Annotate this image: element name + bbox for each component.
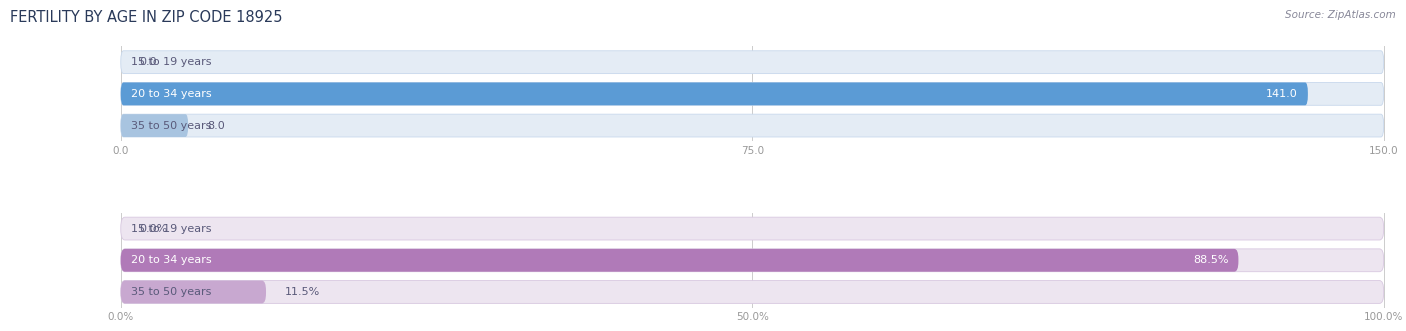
Text: Source: ZipAtlas.com: Source: ZipAtlas.com [1285,10,1396,20]
Text: 20 to 34 years: 20 to 34 years [131,89,211,99]
Text: 35 to 50 years: 35 to 50 years [131,287,211,297]
Text: FERTILITY BY AGE IN ZIP CODE 18925: FERTILITY BY AGE IN ZIP CODE 18925 [10,10,283,25]
Text: 20 to 34 years: 20 to 34 years [131,255,211,265]
FancyBboxPatch shape [121,82,1384,105]
FancyBboxPatch shape [121,51,1384,73]
Text: 88.5%: 88.5% [1192,255,1229,265]
FancyBboxPatch shape [121,217,1384,240]
Text: 15 to 19 years: 15 to 19 years [131,224,211,234]
FancyBboxPatch shape [121,114,188,137]
FancyBboxPatch shape [121,281,266,304]
FancyBboxPatch shape [121,249,1239,272]
Text: 0.0%: 0.0% [139,224,167,234]
Text: 15 to 19 years: 15 to 19 years [131,57,211,67]
FancyBboxPatch shape [121,249,1384,272]
Text: 11.5%: 11.5% [285,287,321,297]
FancyBboxPatch shape [121,281,1384,304]
Text: 141.0: 141.0 [1265,89,1298,99]
FancyBboxPatch shape [121,114,1384,137]
Text: 35 to 50 years: 35 to 50 years [131,120,211,130]
Text: 8.0: 8.0 [207,120,225,130]
FancyBboxPatch shape [121,82,1308,105]
Text: 0.0: 0.0 [139,57,157,67]
